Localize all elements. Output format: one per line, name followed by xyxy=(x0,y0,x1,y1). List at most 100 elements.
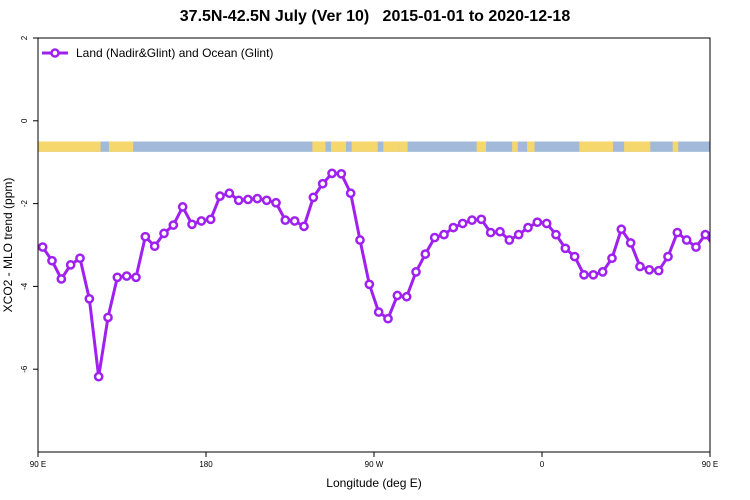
land-segment xyxy=(351,141,378,152)
data-point xyxy=(131,272,141,283)
data-point xyxy=(485,227,496,238)
data-point xyxy=(93,371,104,382)
data-point xyxy=(336,168,347,179)
data-point xyxy=(383,313,393,324)
data-point xyxy=(467,215,477,226)
data-point xyxy=(345,188,356,199)
land-ocean-strip xyxy=(38,141,750,152)
data-point xyxy=(289,216,300,226)
data-point xyxy=(140,231,151,242)
legend-label: Land (Nadir&Glint) and Ocean (Glint) xyxy=(76,46,273,60)
land-segment xyxy=(383,141,399,152)
x-tick-label: 90 W xyxy=(365,460,384,469)
legend-marker xyxy=(50,48,60,58)
data-point xyxy=(420,249,431,259)
legend: Land (Nadir&Glint) and Ocean (Glint) xyxy=(42,46,273,60)
data-point xyxy=(569,251,580,262)
land-segment xyxy=(312,141,326,152)
x-axis-label: Longitude (deg E) xyxy=(326,476,421,490)
data-point xyxy=(495,226,505,237)
data-point xyxy=(513,229,524,240)
series-line xyxy=(41,171,710,379)
plot-frame xyxy=(37,37,711,453)
y-tick-label: -4 xyxy=(20,282,29,290)
data-point xyxy=(439,229,449,240)
data-point xyxy=(429,232,440,243)
data-point xyxy=(681,235,692,245)
data-point xyxy=(38,242,48,252)
x-tick-label: 90 E xyxy=(30,460,46,469)
data-point xyxy=(720,257,727,264)
data-point xyxy=(392,290,403,301)
data-point xyxy=(457,218,468,229)
data-point xyxy=(709,245,710,249)
data-point xyxy=(196,216,207,226)
data-point xyxy=(317,178,328,189)
data-point xyxy=(327,168,337,179)
data-point xyxy=(149,241,160,252)
x-tick-label: 90 E xyxy=(702,460,718,469)
land-segment xyxy=(512,141,518,152)
data-point xyxy=(541,218,552,229)
y-tick-label: -6 xyxy=(20,365,29,373)
data-point xyxy=(215,191,225,201)
data-point xyxy=(373,307,384,317)
data-point xyxy=(224,188,235,199)
data-point xyxy=(616,224,627,235)
land-segment xyxy=(108,141,134,152)
y-axis-label: XCO2 - MLO trend (ppm) xyxy=(1,178,15,313)
data-point xyxy=(401,291,412,302)
land-segment xyxy=(710,142,750,152)
data-point xyxy=(65,260,76,270)
y-tick-label: 0 xyxy=(20,118,29,123)
data-point xyxy=(308,192,319,203)
y-tick-label: 2 xyxy=(20,35,29,40)
data-point xyxy=(691,242,701,252)
data-point xyxy=(739,261,746,268)
x-tick-label: 0 xyxy=(540,460,545,469)
data-point xyxy=(271,197,281,208)
data-point xyxy=(112,272,123,283)
x-tick-label: 180 xyxy=(199,460,213,469)
land-segment xyxy=(579,141,613,152)
data-point xyxy=(121,271,132,281)
data-point xyxy=(355,235,365,245)
land-segment xyxy=(527,141,535,152)
data-point xyxy=(523,222,533,233)
data-point xyxy=(168,220,179,230)
data-point xyxy=(653,265,664,276)
data-point xyxy=(243,194,253,205)
data-point xyxy=(663,251,673,262)
data-point xyxy=(635,261,645,272)
x-axis: 90 E 180 90 W 0 90 E xyxy=(30,452,718,469)
land-segment xyxy=(476,141,486,152)
data-point xyxy=(625,238,636,248)
data-point xyxy=(177,202,188,212)
data-point xyxy=(159,228,169,239)
data-point xyxy=(233,195,244,206)
data-point xyxy=(84,293,95,304)
data-point xyxy=(504,235,515,245)
y-axis: 2 0 -2 -4 -6 xyxy=(20,35,38,373)
data-point xyxy=(448,222,459,233)
land-segment xyxy=(331,141,346,152)
data-point xyxy=(700,229,710,240)
data-point xyxy=(579,269,589,280)
data-point xyxy=(560,243,571,254)
data-point xyxy=(56,274,67,284)
data-point xyxy=(607,253,617,264)
data-point xyxy=(476,214,487,225)
data-point xyxy=(730,275,737,282)
y-tick-label: -2 xyxy=(20,199,29,207)
data-point xyxy=(299,221,309,232)
data-point xyxy=(597,267,608,277)
data-point xyxy=(205,214,216,225)
data-point xyxy=(411,267,421,277)
data-point xyxy=(364,279,375,290)
data-point xyxy=(187,219,197,230)
data-point xyxy=(532,217,543,228)
data-point xyxy=(588,269,599,280)
data-point xyxy=(280,215,291,226)
land-segment xyxy=(672,141,679,152)
